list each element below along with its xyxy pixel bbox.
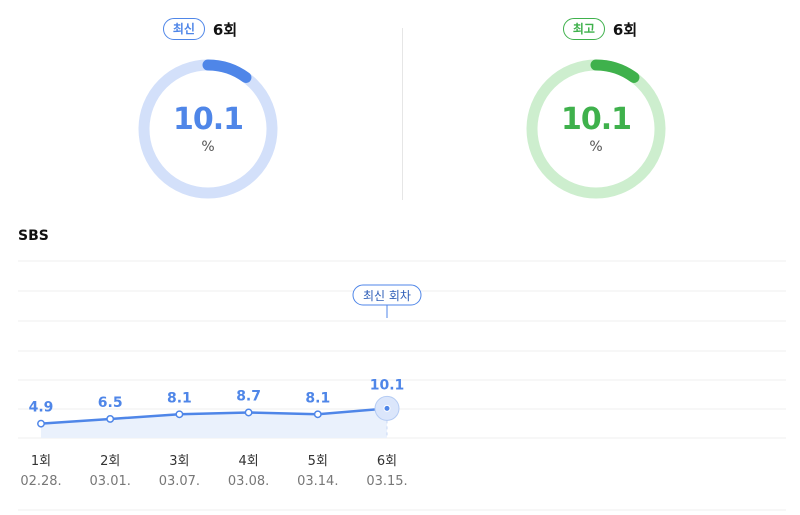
category-label: 5회 <box>308 454 328 469</box>
date-label: 03.01. <box>90 474 131 489</box>
latest-badge: 최신 <box>162 18 205 40</box>
value-label: 8.1 <box>305 390 330 406</box>
data-point <box>175 410 184 419</box>
series-line <box>40 407 388 425</box>
data-point <box>383 404 391 412</box>
best-badge: 최고 <box>562 18 605 40</box>
data-point <box>313 410 322 419</box>
date-label: 03.15. <box>366 474 407 489</box>
data-point <box>106 415 115 423</box>
best-gauge: 10.1 % <box>523 56 669 202</box>
latest-episode: 6회 <box>212 20 238 39</box>
value-label: 8.7 <box>236 389 261 405</box>
best-gauge-fill <box>526 59 666 199</box>
category-label: 2회 <box>100 454 120 469</box>
area-fill <box>41 408 387 438</box>
date-label: 02.28. <box>20 474 61 489</box>
best-unit: % <box>589 139 603 155</box>
category-label: 6회 <box>377 454 397 469</box>
date-label: 03.08. <box>228 474 269 489</box>
category-label: 1회 <box>31 454 51 469</box>
highlight-tag-label: 최신 회차 <box>363 289 411 303</box>
best-rating-panel: 최고 6회 10.1 % <box>400 0 800 210</box>
latest-gauge-fill <box>138 59 278 199</box>
latest-header: 최신 6회 <box>0 18 400 40</box>
category-label: 4회 <box>238 454 258 469</box>
divider <box>402 28 403 200</box>
data-point <box>37 419 45 428</box>
data-point <box>244 408 253 417</box>
channel-label: SBS <box>18 228 49 244</box>
best-value: 10.1 <box>560 102 632 137</box>
best-episode: 6회 <box>612 20 638 39</box>
best-header: 최고 6회 <box>400 18 800 40</box>
value-label: 4.9 <box>29 400 54 416</box>
latest-unit: % <box>201 139 215 155</box>
value-label: 6.5 <box>98 395 123 411</box>
highlight-tag <box>352 284 422 306</box>
date-label: 03.07. <box>159 474 200 489</box>
latest-rating-panel: 최신 6회 10.1 % <box>0 0 400 210</box>
value-label: 8.1 <box>167 390 192 406</box>
latest-value: 10.1 <box>172 102 244 137</box>
latest-gauge: 10.1 % <box>135 56 281 202</box>
ratings-chart: 4.9 1회 02.28. 6.5 2회 03.01. 8.1 3회 03.07. 8.7 4회 03… <box>18 260 786 511</box>
date-label: 03.14. <box>297 474 338 489</box>
value-label: 10.1 <box>370 377 405 393</box>
category-label: 3회 <box>169 454 189 469</box>
